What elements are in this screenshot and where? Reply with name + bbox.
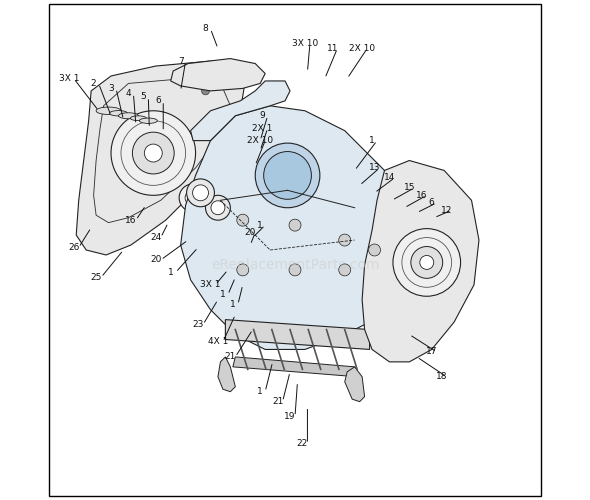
Circle shape xyxy=(231,72,240,80)
Text: 14: 14 xyxy=(384,174,395,182)
Polygon shape xyxy=(233,357,357,377)
Circle shape xyxy=(237,214,249,226)
Circle shape xyxy=(339,234,350,246)
Polygon shape xyxy=(345,367,365,402)
Text: 1: 1 xyxy=(257,387,263,396)
Ellipse shape xyxy=(130,116,146,120)
Text: 2X 1: 2X 1 xyxy=(253,124,273,132)
Polygon shape xyxy=(181,106,419,350)
Text: 5: 5 xyxy=(140,92,146,102)
Text: 6: 6 xyxy=(155,96,161,106)
Text: 20: 20 xyxy=(245,228,256,237)
Text: 16: 16 xyxy=(416,191,428,200)
Polygon shape xyxy=(362,160,479,362)
Circle shape xyxy=(393,228,461,296)
Text: 11: 11 xyxy=(326,44,338,53)
Circle shape xyxy=(289,219,301,231)
Polygon shape xyxy=(171,58,265,91)
Text: 18: 18 xyxy=(436,372,447,382)
Text: 21: 21 xyxy=(225,352,236,362)
Text: 3X 10: 3X 10 xyxy=(292,39,318,48)
Text: 17: 17 xyxy=(426,348,438,356)
Text: 1: 1 xyxy=(220,290,226,299)
Circle shape xyxy=(145,144,162,162)
Polygon shape xyxy=(225,320,369,350)
Ellipse shape xyxy=(110,110,127,116)
Circle shape xyxy=(369,244,381,256)
Text: 8: 8 xyxy=(202,24,208,33)
Text: 2X 10: 2X 10 xyxy=(349,44,375,53)
Text: 13: 13 xyxy=(369,164,381,172)
Circle shape xyxy=(192,185,208,201)
Text: 16: 16 xyxy=(125,216,137,224)
Circle shape xyxy=(217,80,224,88)
Text: 15: 15 xyxy=(404,184,415,192)
Circle shape xyxy=(420,256,434,270)
Text: 3X 1: 3X 1 xyxy=(58,74,79,83)
Ellipse shape xyxy=(119,113,139,118)
Polygon shape xyxy=(191,81,290,140)
Text: 4: 4 xyxy=(126,89,131,98)
Circle shape xyxy=(411,246,442,278)
Text: 6: 6 xyxy=(429,198,435,207)
Circle shape xyxy=(205,196,230,220)
Circle shape xyxy=(237,264,249,276)
Circle shape xyxy=(179,184,207,212)
Text: 2X 10: 2X 10 xyxy=(247,136,273,145)
Circle shape xyxy=(111,111,195,196)
Text: 1: 1 xyxy=(257,220,263,230)
Text: 1: 1 xyxy=(168,268,173,277)
Text: 1: 1 xyxy=(230,300,236,309)
Text: 25: 25 xyxy=(90,273,102,282)
Text: 23: 23 xyxy=(192,320,204,329)
Text: 19: 19 xyxy=(284,412,296,421)
Circle shape xyxy=(186,179,214,206)
Text: 12: 12 xyxy=(441,206,453,214)
Text: eReplacementParts.com: eReplacementParts.com xyxy=(211,258,379,272)
Circle shape xyxy=(185,190,201,206)
Text: 20: 20 xyxy=(150,256,162,264)
Polygon shape xyxy=(218,357,235,392)
Polygon shape xyxy=(76,61,245,255)
Circle shape xyxy=(202,87,209,95)
Circle shape xyxy=(289,264,301,276)
Ellipse shape xyxy=(96,107,121,114)
Circle shape xyxy=(132,132,174,174)
Text: 1: 1 xyxy=(369,136,375,145)
Text: 21: 21 xyxy=(272,397,283,406)
Text: 2: 2 xyxy=(91,79,96,88)
Text: 4X 1: 4X 1 xyxy=(208,338,228,346)
Text: 26: 26 xyxy=(68,243,80,252)
Text: 3X 1: 3X 1 xyxy=(200,280,221,289)
Circle shape xyxy=(339,264,350,276)
Circle shape xyxy=(264,152,312,200)
Circle shape xyxy=(211,201,225,214)
Text: 3: 3 xyxy=(108,84,114,93)
Ellipse shape xyxy=(139,118,158,124)
Text: 7: 7 xyxy=(178,56,183,66)
Text: 9: 9 xyxy=(260,112,266,120)
Text: 22: 22 xyxy=(297,440,308,448)
Circle shape xyxy=(255,143,320,208)
Text: 24: 24 xyxy=(150,233,162,242)
